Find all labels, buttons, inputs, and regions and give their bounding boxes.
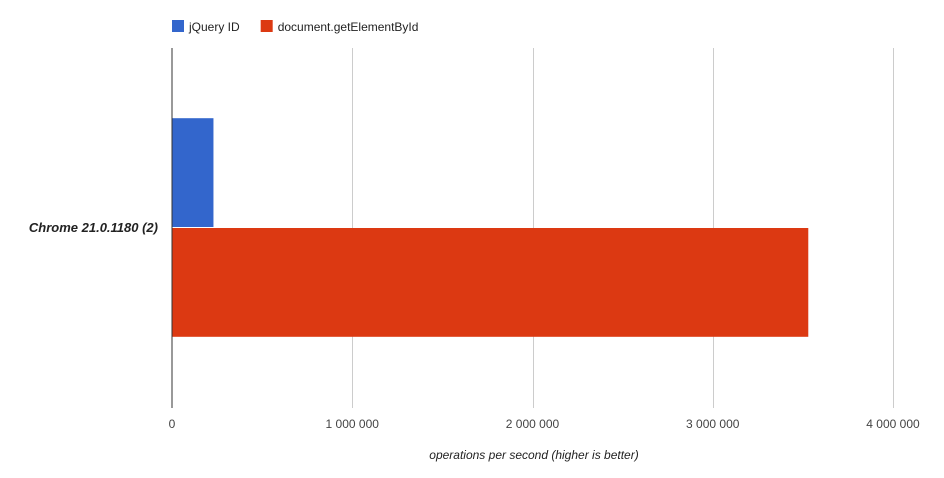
bars (172, 118, 809, 337)
x-tick-label: 4 000 000 (866, 417, 920, 431)
category-label: Chrome 21.0.1180 (2) (29, 220, 158, 235)
x-tick-label: 1 000 000 (326, 417, 380, 431)
legend-swatch (260, 20, 273, 32)
x-tick-labels: 0 1 000 000 2 000 000 3 000 000 4 000 000 (169, 417, 920, 431)
bar-jquery-id (172, 118, 214, 227)
legend-label: document.getElementById (278, 20, 419, 34)
x-tick-label: 0 (169, 417, 176, 431)
legend: jQuery ID document.getElementById (172, 20, 418, 34)
x-tick-label: 3 000 000 (686, 417, 740, 431)
bar-document-getelementbyid (172, 228, 809, 337)
x-tick-label: 2 000 000 (506, 417, 560, 431)
legend-swatch (172, 20, 184, 32)
category-labels: Chrome 21.0.1180 (2) (29, 220, 158, 235)
x-axis-title: operations per second (higher is better) (429, 448, 638, 462)
legend-label: jQuery ID (188, 20, 240, 34)
